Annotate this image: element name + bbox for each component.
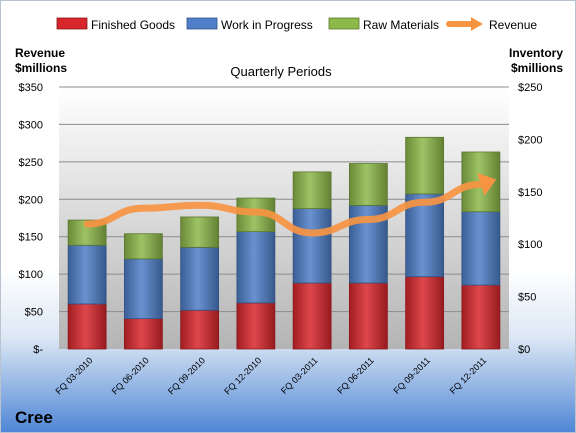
x-tick-label: FQ 06-2011: [335, 355, 376, 396]
legend-arrow-revenue: [471, 17, 483, 31]
legend-swatch: [186, 17, 218, 30]
right-axis-title-line1: Inventory: [509, 46, 563, 60]
left-tick-label: $-: [33, 344, 43, 356]
revenue-line: [83, 180, 485, 237]
bar-finished-goods: [180, 309, 220, 350]
company-name: Cree: [15, 408, 53, 427]
legend-swatch: [56, 17, 88, 30]
bar-finished-goods: [123, 318, 163, 350]
bar-work-in-progress: [236, 231, 276, 304]
revenue-arrowhead: [477, 172, 497, 196]
legend-label: Finished Goods: [91, 18, 175, 32]
right-tick-label: $200: [518, 134, 542, 146]
left-tick-label: $150: [19, 232, 43, 244]
right-tick-label: $100: [518, 239, 542, 251]
bar-work-in-progress: [67, 244, 107, 305]
left-tick-label: $300: [19, 119, 43, 131]
left-tick-label: $250: [19, 157, 43, 169]
bar-work-in-progress: [123, 258, 163, 320]
x-tick-label: FQ 09-2011: [391, 355, 432, 396]
legend-swatch: [328, 17, 360, 30]
left-tick-label: $50: [25, 307, 43, 319]
bar-finished-goods: [236, 302, 276, 350]
left-axis-title-line2: $millions: [15, 61, 67, 75]
bar-finished-goods: [405, 276, 445, 350]
x-tick-label: FQ 12-2011: [448, 355, 489, 396]
x-tick-label: FQ 12-2010: [222, 355, 263, 396]
bar-finished-goods: [67, 303, 107, 350]
right-tick-label: $0: [518, 344, 530, 356]
right-tick-label: $50: [518, 292, 536, 304]
bar-finished-goods: [292, 282, 332, 350]
x-tick-label: FQ 06-2010: [110, 355, 151, 396]
legend-label: Work in Progress: [221, 18, 313, 32]
bar-work-in-progress: [461, 211, 501, 286]
left-axis-title-line1: Revenue: [15, 46, 65, 60]
bar-raw-materials: [292, 171, 332, 209]
legend-label: Revenue: [489, 18, 537, 32]
bar-raw-materials: [405, 136, 445, 195]
chart-title: Quarterly Periods: [230, 64, 332, 79]
left-tick-label: $100: [19, 269, 43, 281]
legend-label: Raw Materials: [363, 18, 439, 32]
bar-work-in-progress: [405, 193, 445, 278]
bar-raw-materials: [123, 233, 163, 260]
x-tick-label: FQ 03-2010: [54, 355, 95, 396]
bar-raw-materials: [348, 163, 388, 206]
left-tick-label: $200: [19, 194, 43, 206]
bar-work-in-progress: [180, 246, 220, 311]
bar-raw-materials: [180, 216, 220, 248]
right-tick-label: $150: [518, 187, 542, 199]
right-tick-label: $250: [518, 82, 542, 94]
left-tick-label: $350: [19, 82, 43, 94]
bar-finished-goods: [461, 284, 501, 350]
x-tick-label: FQ 03-2011: [279, 355, 320, 396]
bar-work-in-progress: [292, 208, 332, 284]
x-tick-label: FQ 09-2010: [166, 355, 207, 396]
right-axis-title-line2: $millions: [511, 61, 563, 75]
bar-finished-goods: [348, 282, 388, 350]
